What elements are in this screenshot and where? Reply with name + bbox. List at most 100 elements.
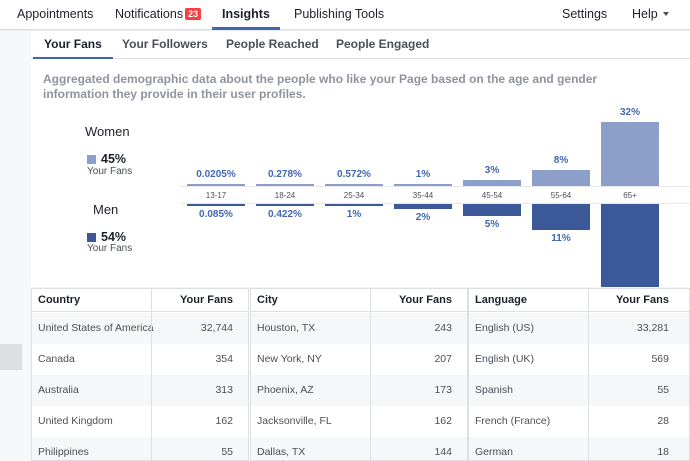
men-bar-label: 11% <box>551 233 571 245</box>
city-fans-cell: 243 <box>434 322 452 334</box>
nav-publishing-tools[interactable]: Publishing Tools <box>294 0 384 30</box>
age-category-label: 45-54 <box>481 191 503 200</box>
age-category-label: 35-44 <box>412 191 434 200</box>
tab-people-engaged[interactable]: People Engaged <box>336 31 429 59</box>
table-row: United Kingdom 162 <box>32 406 248 437</box>
nav-insights-label: Insights <box>222 7 270 21</box>
women-bar[interactable] <box>532 170 590 186</box>
column-divider <box>370 289 371 460</box>
nav-publishing-tools-label: Publishing Tools <box>294 7 385 21</box>
legend-men-swatch <box>87 233 96 242</box>
age-gender-chart: 13-17 0.0205% 0.085% 18-24 0.278% 0.422% 25-34… <box>181 107 690 302</box>
women-bar[interactable] <box>394 184 452 186</box>
city-fans-cell: 144 <box>434 446 452 458</box>
tab-people-engaged-label: People Engaged <box>336 37 430 51</box>
legend-women-title: Women <box>85 124 130 139</box>
country-name-cell: Philippines <box>38 446 89 458</box>
nav-appointments[interactable]: Appointments <box>17 0 93 30</box>
sidebar-collapse-handle[interactable] <box>0 344 22 370</box>
women-bar-label: 3% <box>484 165 500 176</box>
country-table: Country Your Fans United States of Ameri… <box>31 288 249 461</box>
nav-help[interactable]: Help <box>632 0 669 30</box>
table-row: Dallas, TX 144 <box>251 437 467 460</box>
men-bar[interactable] <box>394 204 452 209</box>
legend-men-pct: 54% <box>101 230 127 244</box>
men-bar-label: 0.422% <box>268 209 302 220</box>
nav-notifications[interactable]: Notifications 23 <box>115 0 202 30</box>
table-row: Canada 354 <box>32 344 248 375</box>
age-category-label: 65+ <box>623 191 637 200</box>
country-fans-cell: 313 <box>215 384 233 396</box>
women-bar[interactable] <box>187 184 245 186</box>
age-axis-band <box>181 186 690 204</box>
men-bar-label: 0.085% <box>199 209 233 220</box>
legend-women-pct: 45% <box>101 152 127 166</box>
language-name-cell: English (UK) <box>475 353 534 365</box>
language-name-cell: French (France) <box>475 415 551 427</box>
table-row: Philippines 55 <box>32 437 248 460</box>
men-bar-label: 5% <box>484 219 500 230</box>
country-fans-col-header[interactable]: Your Fans <box>180 294 233 306</box>
nav-help-label: Help <box>632 7 658 21</box>
city-name-cell: Dallas, TX <box>257 446 306 458</box>
legend-men-sub: Your Fans <box>87 243 133 254</box>
women-bar-label: 0.0205% <box>196 169 236 180</box>
notifications-count-badge: 23 <box>185 8 202 20</box>
tab-your-followers[interactable]: Your Followers <box>122 31 208 59</box>
city-fans-cell: 162 <box>434 415 452 427</box>
men-bar[interactable] <box>325 204 383 207</box>
country-name-cell: Canada <box>38 353 75 365</box>
age-category-label: 25-34 <box>343 191 365 200</box>
city-name-cell: Phoenix, AZ <box>257 384 314 396</box>
women-bar[interactable] <box>601 122 659 186</box>
left-gutter <box>0 31 31 461</box>
city-fans-col-header[interactable]: Your Fans <box>399 294 452 306</box>
city-fans-cell: 207 <box>434 353 452 365</box>
demographics-description: Aggregated demographic data about the pe… <box>43 72 598 101</box>
women-bar-label: 32% <box>619 107 640 118</box>
women-bar[interactable] <box>325 184 383 186</box>
women-bar[interactable] <box>256 184 314 186</box>
table-row: English (US) 33,281 <box>469 313 689 344</box>
city-col-header[interactable]: City <box>257 294 278 306</box>
men-bar[interactable] <box>601 204 659 288</box>
nav-appointments-label: Appointments <box>17 7 94 21</box>
language-fans-cell: 28 <box>657 415 669 427</box>
table-row: Houston, TX 243 <box>251 313 467 344</box>
language-col-header[interactable]: Language <box>475 294 527 306</box>
city-table: City Your Fans Houston, TX 243 New York, N… <box>250 288 468 461</box>
women-bar[interactable] <box>463 180 521 186</box>
city-name-cell: Houston, TX <box>257 322 316 334</box>
column-divider <box>151 289 152 460</box>
table-row: French (France) 28 <box>469 406 689 437</box>
country-fans-cell: 55 <box>221 446 233 458</box>
tab-your-fans[interactable]: Your Fans <box>33 31 113 59</box>
men-bar[interactable] <box>256 204 314 206</box>
language-name-cell: English (US) <box>475 322 534 334</box>
language-fans-col-header[interactable]: Your Fans <box>616 294 669 306</box>
chevron-down-icon <box>662 12 669 16</box>
age-category-label: 55-64 <box>550 191 572 200</box>
men-bar[interactable] <box>532 204 590 231</box>
language-fans-cell: 33,281 <box>636 322 669 334</box>
men-bar-label: 2% <box>415 211 431 223</box>
nav-settings-label: Settings <box>562 7 608 21</box>
table-row: United States of America 32,744 <box>32 313 248 344</box>
men-bar[interactable] <box>463 204 521 216</box>
tab-people-reached[interactable]: People Reached <box>226 31 319 59</box>
legend-women-swatch <box>87 155 96 164</box>
table-row: German 18 <box>469 437 689 460</box>
people-subtabs: Your Fans Your Followers People Reached … <box>31 31 690 59</box>
table-row: New York, NY 207 <box>251 344 467 375</box>
nav-notifications-label: Notifications <box>115 7 184 21</box>
table-row: Spanish 55 <box>469 375 689 406</box>
tab-your-fans-label: Your Fans <box>44 37 102 51</box>
country-table-header: Country Your Fans <box>32 289 248 312</box>
men-bar[interactable] <box>187 204 245 206</box>
page-top-nav: Appointments Notifications 23 Insights Pu… <box>0 0 690 30</box>
country-col-header[interactable]: Country <box>38 294 81 306</box>
nav-settings[interactable]: Settings <box>562 0 607 30</box>
women-bar-label: 0.572% <box>337 169 371 180</box>
nav-insights[interactable]: Insights <box>212 0 280 30</box>
tab-your-followers-label: Your Followers <box>122 37 208 51</box>
